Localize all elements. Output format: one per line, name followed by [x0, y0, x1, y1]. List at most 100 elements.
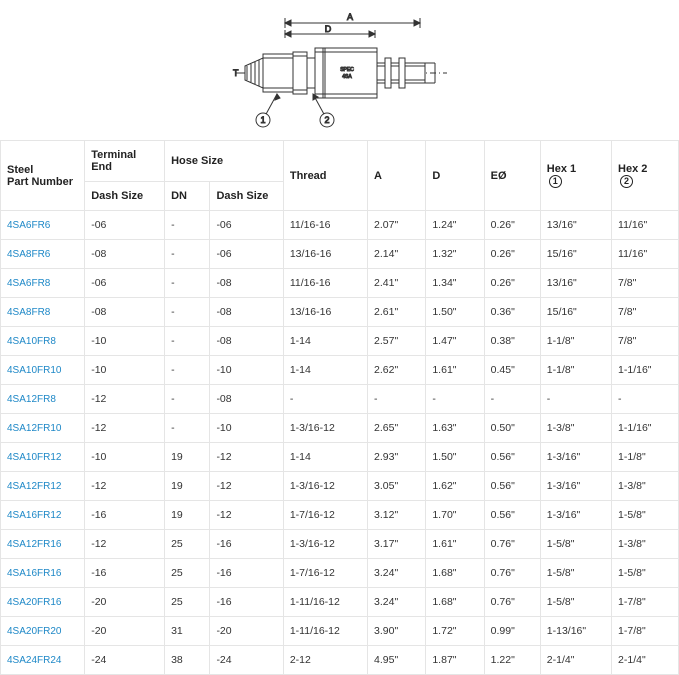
hex1-icon: 1 [549, 175, 562, 188]
d-cell: 1.87" [426, 646, 484, 675]
hex1-cell: - [540, 385, 611, 414]
hex2-cell: 11/16" [612, 211, 679, 240]
part-cell[interactable]: 4SA10FR10 [1, 356, 85, 385]
dn-cell: - [165, 327, 210, 356]
dash-cell: -08 [210, 385, 283, 414]
part-cell[interactable]: 4SA24FR24 [1, 646, 85, 675]
part-link[interactable]: 4SA12FR10 [7, 423, 61, 434]
d-cell: - [426, 385, 484, 414]
part-link[interactable]: 4SA12FR8 [7, 394, 56, 405]
part-link[interactable]: 4SA12FR16 [7, 539, 61, 550]
dash-cell: -06 [210, 240, 283, 269]
term-cell: -12 [85, 385, 165, 414]
a-cell: 2.65" [368, 414, 426, 443]
eo-cell: 0.26" [484, 240, 540, 269]
d-cell: 1.63" [426, 414, 484, 443]
a-cell: 3.12" [368, 501, 426, 530]
hex1-cell: 1-3/16" [540, 501, 611, 530]
hex2-cell: 1-1/8" [612, 443, 679, 472]
hex1-cell: 1-5/8" [540, 588, 611, 617]
hex2-icon: 2 [620, 175, 633, 188]
term-cell: -12 [85, 472, 165, 501]
table-row: 4SA16FR16-1625-161-7/16-123.24"1.68"0.76… [1, 559, 679, 588]
d-cell: 1.34" [426, 269, 484, 298]
part-cell[interactable]: 4SA12FR10 [1, 414, 85, 443]
part-cell[interactable]: 4SA20FR16 [1, 588, 85, 617]
part-link[interactable]: 4SA12FR12 [7, 481, 61, 492]
hex2-cell: 1-5/8" [612, 501, 679, 530]
col-hex1: Hex 1 1 [540, 141, 611, 211]
thread-cell: 11/16-16 [283, 211, 367, 240]
part-cell[interactable]: 4SA6FR6 [1, 211, 85, 240]
part-cell[interactable]: 4SA16FR12 [1, 501, 85, 530]
thread-cell: 1-14 [283, 356, 367, 385]
part-link[interactable]: 4SA20FR16 [7, 597, 61, 608]
a-cell: 3.24" [368, 559, 426, 588]
part-link[interactable]: 4SA6FR8 [7, 278, 50, 289]
part-link[interactable]: 4SA16FR12 [7, 510, 61, 521]
col-part: SteelPart Number [1, 141, 85, 211]
a-cell: 2.41" [368, 269, 426, 298]
dn-cell: 31 [165, 617, 210, 646]
part-cell[interactable]: 4SA12FR16 [1, 530, 85, 559]
table-row: 4SA24FR24-2438-242-124.95"1.87"1.22"2-1/… [1, 646, 679, 675]
thread-cell: 1-3/16-12 [283, 472, 367, 501]
eo-cell: 0.38" [484, 327, 540, 356]
thread-cell: 11/16-16 [283, 269, 367, 298]
table-row: 4SA10FR10-10--101-142.62"1.61"0.45"1-1/8… [1, 356, 679, 385]
eo-cell: 0.56" [484, 472, 540, 501]
table-row: 4SA6FR6-06--0611/16-162.07"1.24"0.26"13/… [1, 211, 679, 240]
part-cell[interactable]: 4SA10FR12 [1, 443, 85, 472]
part-cell[interactable]: 4SA6FR8 [1, 269, 85, 298]
col-a: A [368, 141, 426, 211]
eo-cell: 0.99" [484, 617, 540, 646]
part-cell[interactable]: 4SA10FR8 [1, 327, 85, 356]
dash-cell: -16 [210, 530, 283, 559]
d-cell: 1.70" [426, 501, 484, 530]
part-cell[interactable]: 4SA12FR12 [1, 472, 85, 501]
hex2-cell: 1-7/8" [612, 617, 679, 646]
eo-cell: 0.36" [484, 298, 540, 327]
hex2-cell: - [612, 385, 679, 414]
part-cell[interactable]: 4SA20FR20 [1, 617, 85, 646]
dim-label-a: A [346, 12, 352, 22]
term-cell: -10 [85, 356, 165, 385]
dn-cell: 25 [165, 530, 210, 559]
term-cell: -12 [85, 530, 165, 559]
eo-cell: 0.50" [484, 414, 540, 443]
a-cell: 2.57" [368, 327, 426, 356]
thread-cell: 1-7/16-12 [283, 501, 367, 530]
part-link[interactable]: 4SA8FR6 [7, 249, 50, 260]
part-link[interactable]: 4SA20FR20 [7, 626, 61, 637]
part-cell[interactable]: 4SA8FR6 [1, 240, 85, 269]
dash-cell: -08 [210, 269, 283, 298]
dn-cell: - [165, 269, 210, 298]
part-link[interactable]: 4SA10FR12 [7, 452, 61, 463]
part-link[interactable]: 4SA8FR8 [7, 307, 50, 318]
a-cell: 3.05" [368, 472, 426, 501]
a-cell: 2.14" [368, 240, 426, 269]
thread-cell: 1-14 [283, 443, 367, 472]
term-cell: -10 [85, 327, 165, 356]
d-cell: 1.24" [426, 211, 484, 240]
d-cell: 1.50" [426, 298, 484, 327]
d-cell: 1.62" [426, 472, 484, 501]
thread-cell: - [283, 385, 367, 414]
hex1-cell: 1-3/8" [540, 414, 611, 443]
d-cell: 1.61" [426, 530, 484, 559]
part-cell[interactable]: 4SA12FR8 [1, 385, 85, 414]
hex1-cell: 1-1/8" [540, 356, 611, 385]
part-link[interactable]: 4SA10FR10 [7, 365, 61, 376]
dash-cell: -12 [210, 443, 283, 472]
part-link[interactable]: 4SA16FR16 [7, 568, 61, 579]
hex1-cell: 15/16" [540, 298, 611, 327]
hex2-cell: 1-1/16" [612, 414, 679, 443]
part-link[interactable]: 4SA10FR8 [7, 336, 56, 347]
part-link[interactable]: 4SA24FR24 [7, 655, 61, 666]
part-cell[interactable]: 4SA16FR16 [1, 559, 85, 588]
eo-cell: 0.26" [484, 269, 540, 298]
part-link[interactable]: 4SA6FR6 [7, 220, 50, 231]
part-cell[interactable]: 4SA8FR8 [1, 298, 85, 327]
term-cell: -06 [85, 211, 165, 240]
thread-cell: 1-3/16-12 [283, 530, 367, 559]
